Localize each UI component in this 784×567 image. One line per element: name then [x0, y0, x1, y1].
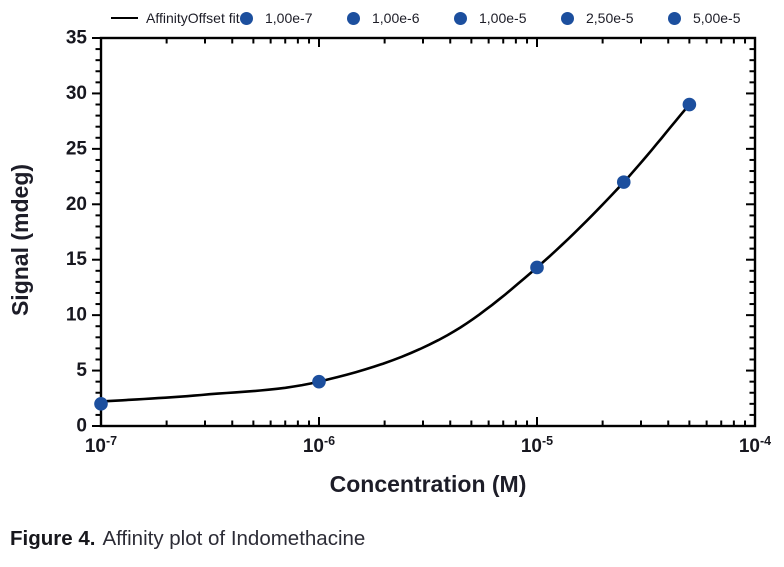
y-tick-label: 20: [66, 194, 87, 215]
legend-entry-concentration: 1,00e-7: [240, 6, 312, 30]
x-axis-labels: 10-7 10-6 10-5 10-4: [85, 434, 771, 457]
legend-entry-concentration: 1,00e-5: [454, 6, 526, 30]
y-tick-label: 5: [76, 360, 87, 381]
x-axis-ticks: [100, 38, 756, 426]
legend-dot-icon: [668, 11, 681, 25]
axes-group: 0 5 10 15 20 25 30 35 10-7 10-6 10-5 10-4: [66, 28, 771, 458]
legend-entry-concentration: 2,50e-5: [561, 6, 633, 30]
y-tick-label: 35: [66, 28, 88, 49]
legend-item-label: 1,00e-7: [265, 10, 313, 26]
y-tick-label: 25: [66, 138, 88, 159]
x-axis-title: Concentration (M): [330, 471, 527, 497]
x-tick-label: 10-5: [521, 434, 553, 457]
data-point: [530, 260, 544, 275]
legend-item-label: 1,00e-5: [479, 10, 527, 26]
y-tick-label: 30: [66, 83, 87, 104]
legend-dot-icon: [454, 11, 467, 25]
y-axis-labels: 0 5 10 15 20 25 30 35: [66, 28, 88, 437]
data-point: [682, 97, 697, 112]
fit-curve: [99, 103, 691, 403]
y-tick-label: 15: [66, 249, 88, 270]
plot-border: [99, 36, 757, 428]
data-point: [616, 175, 631, 189]
caption-text: Affinity plot of Indomethacine: [102, 527, 366, 550]
caption-label: Figure 4.: [10, 527, 96, 550]
legend-item-label: 1,00e-6: [372, 10, 420, 26]
legend-dot-icon: [561, 11, 574, 25]
chart-legend: AffinityOffset fit 1,00e-7 1,00e-6 1,00e-5 2…: [0, 6, 784, 30]
y-tick-label: 0: [76, 416, 87, 437]
y-axis-ticks: [92, 37, 755, 427]
data-point: [312, 374, 326, 389]
figure-caption: Figure 4. Affinity plot of Indomethacine: [10, 527, 365, 551]
series-group: [94, 97, 697, 411]
legend-entry-concentration: 1,00e-6: [347, 6, 419, 30]
fit-line-swatch-icon: [111, 16, 138, 20]
legend-item-label: 2,50e-5: [586, 10, 634, 26]
legend-fit-label: AffinityOffset fit: [146, 10, 240, 26]
legend-dot-icon: [240, 11, 253, 25]
x-tick-label: 10-6: [303, 434, 335, 457]
x-tick-label: 10-7: [85, 434, 117, 457]
data-point: [94, 397, 108, 411]
legend-entry-fit: AffinityOffset fit: [111, 6, 240, 30]
y-tick-label: 10: [66, 305, 87, 326]
legend-item-label: 5,00e-5: [693, 10, 741, 26]
x-tick-label: 10-4: [739, 434, 771, 457]
affinity-chart: 0 5 10 15 20 25 30 35 10-7 10-6 10-5 10-4 Concentra…: [7, 28, 771, 498]
legend-entry-concentration: 5,00e-5: [668, 6, 740, 30]
y-axis-title: Signal (mdeg): [7, 164, 33, 316]
legend-dot-icon: [347, 11, 360, 25]
